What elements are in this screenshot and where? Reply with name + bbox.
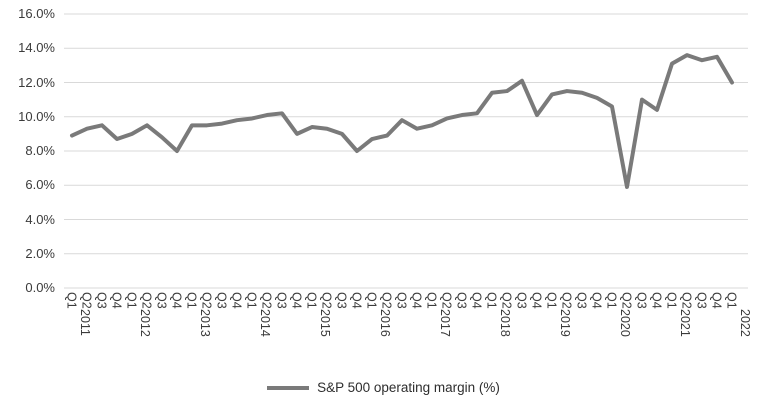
x-axis-tick-label: Q2: [499, 292, 514, 309]
x-axis-tick-label: Q4: [409, 292, 424, 309]
x-axis-tick-label: Q2: [379, 292, 394, 309]
series-line: [70, 53, 734, 189]
x-axis-tick-label: Q4: [169, 292, 184, 309]
x-axis-tick-label: Q1 2021: [664, 292, 693, 337]
y-axis-tick-label: 8.0%: [25, 143, 55, 158]
y-axis-tick-label: 2.0%: [25, 245, 55, 261]
x-axis-tick-label: Q1 2012: [124, 292, 153, 337]
y-axis-tick-label: 6.0%: [25, 177, 55, 193]
x-axis-tick-label: Q3: [394, 292, 409, 309]
x-axis-tick-label: Q4: [649, 292, 664, 309]
x-axis-tick-label: Q1 2011: [64, 292, 93, 336]
x-axis-tick-label: Q3: [94, 292, 109, 309]
x-axis-tick-label: Q3: [634, 292, 649, 309]
x-axis-tick-label: Q1 2022: [724, 292, 753, 337]
legend-label: S&P 500 operating margin (%): [317, 380, 500, 395]
x-axis-tick-label: Q1 2014: [244, 292, 273, 337]
x-axis-tick-label: Q2: [199, 292, 214, 309]
x-axis-tick-label: Q2: [619, 292, 634, 309]
x-axis-tick-label: Q4: [289, 292, 304, 309]
x-axis-tick-label: Q4: [349, 292, 364, 309]
x-axis-tick-label: Q4: [529, 292, 544, 309]
x-axis-tick-label: Q4: [469, 292, 484, 309]
x-axis-tick-label: Q1 2016: [364, 292, 393, 337]
x-axis-tick-label: Q3: [214, 292, 229, 309]
x-axis-tick-label: Q1 2018: [484, 292, 513, 337]
x-axis-tick-label: Q2: [259, 292, 274, 309]
x-axis-tick-label: Q2: [439, 292, 454, 309]
x-axis-tick-label: Q2: [679, 292, 694, 309]
y-axis-tick-label: 0.0%: [25, 280, 55, 295]
y-axis-tick-label: 16.0%: [18, 6, 55, 21]
y-axis-tick-label: 12.0%: [18, 74, 55, 90]
y-axis-tick-label: 4.0%: [25, 211, 55, 227]
x-axis-tick-label: Q1 2019: [544, 292, 573, 337]
x-axis-tick-label: Q3: [454, 292, 469, 309]
y-axis-tick-label: 10.0%: [18, 108, 55, 124]
x-axis-tick-label: Q1 2020: [604, 292, 633, 337]
x-axis-tick-label: Q4: [229, 292, 244, 309]
y-axis-tick-label: 14.0%: [18, 40, 55, 56]
x-axis-tick-label: Q3: [274, 292, 289, 309]
x-axis-tick-label: Q2: [319, 292, 334, 309]
x-axis-tick-label: Q3: [574, 292, 589, 309]
x-axis-tick-label: Q4: [589, 292, 604, 309]
x-axis-tick-label: Q2: [559, 292, 574, 309]
x-axis-tick-label: Q1 2013: [184, 292, 213, 337]
x-axis-tick-label: Q3: [154, 292, 169, 309]
x-axis-tick-label: Q4: [109, 292, 124, 309]
legend: S&P 500 operating margin (%): [0, 380, 767, 395]
legend-line-marker: [267, 385, 310, 390]
x-axis-tick-label: Q3: [694, 292, 709, 309]
x-axis-tick-label: Q2: [79, 292, 94, 309]
x-axis-tick-label: Q3: [514, 292, 529, 309]
x-axis-tick-label: Q2: [139, 292, 154, 309]
x-axis-tick-label: Q1 2017: [424, 292, 453, 337]
x-axis-tick-label: Q4: [709, 292, 724, 309]
x-axis-tick-label: Q3: [334, 292, 349, 309]
x-axis-tick-label: Q1 2015: [304, 292, 333, 337]
